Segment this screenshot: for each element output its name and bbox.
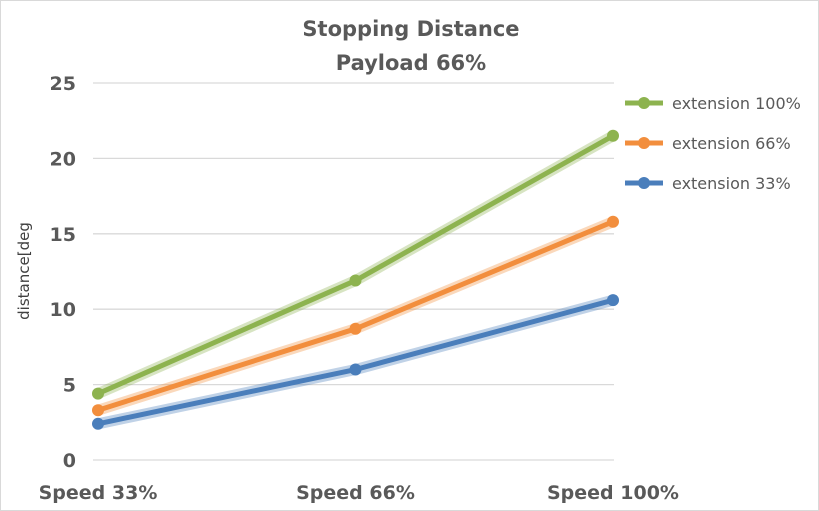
y-axis-label: distance[deg — [15, 222, 33, 320]
y-tick-label: 15 — [50, 224, 76, 246]
data-point — [607, 129, 619, 142]
x-tick-label: Speed 33% — [39, 482, 158, 504]
data-point — [92, 417, 104, 430]
legend-marker — [638, 137, 650, 149]
legend-label: extension 66% — [672, 134, 791, 153]
x-tick-label: Speed 100% — [547, 482, 679, 504]
series-band — [95, 130, 616, 399]
legend-marker — [638, 177, 650, 189]
legend-label: extension 33% — [672, 174, 791, 193]
data-point — [92, 404, 104, 417]
data-point — [349, 274, 362, 287]
data-point — [92, 387, 104, 400]
y-tick-label: 5 — [63, 375, 76, 397]
chart-title-line2: Payload 66% — [336, 51, 486, 75]
data-point — [607, 294, 619, 307]
data-point — [349, 322, 362, 335]
y-tick-label: 25 — [50, 73, 76, 95]
x-tick-label: Speed 66% — [296, 482, 415, 504]
legend-marker — [638, 97, 650, 109]
y-tick-label: 10 — [50, 299, 76, 321]
y-tick-label: 20 — [50, 148, 76, 170]
data-point — [607, 215, 619, 228]
legend-label: extension 100% — [672, 94, 801, 113]
chart-title-line1: Stopping Distance — [302, 17, 519, 41]
data-point — [349, 363, 362, 376]
y-tick-label: 0 — [63, 450, 76, 472]
